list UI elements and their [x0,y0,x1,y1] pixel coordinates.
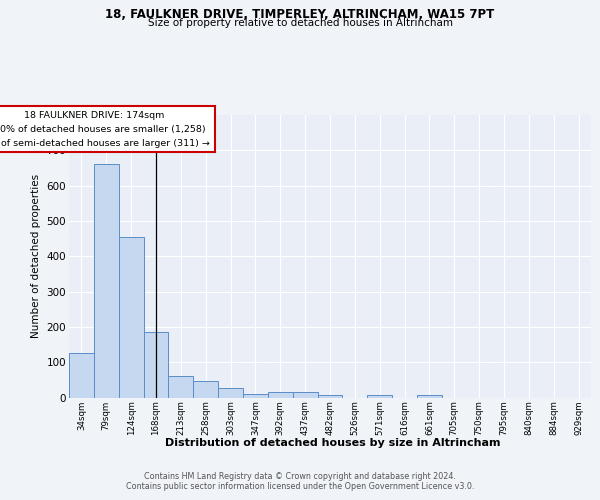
Bar [143,332,169,398]
Text: Size of property relative to detached houses in Altrincham: Size of property relative to detached ho… [148,18,452,28]
Bar [119,237,143,398]
Bar [417,394,442,398]
Bar [193,381,218,398]
Text: Distribution of detached houses by size in Altrincham: Distribution of detached houses by size … [165,438,501,448]
Text: Contains HM Land Registry data © Crown copyright and database right 2024.: Contains HM Land Registry data © Crown c… [144,472,456,481]
Bar [243,394,268,398]
Text: Contains public sector information licensed under the Open Government Licence v3: Contains public sector information licen… [126,482,474,491]
Bar [218,388,243,398]
Bar [293,392,317,398]
Text: 18, FAULKNER DRIVE, TIMPERLEY, ALTRINCHAM, WA15 7PT: 18, FAULKNER DRIVE, TIMPERLEY, ALTRINCHA… [106,8,494,20]
Bar [169,376,193,398]
Text: 18 FAULKNER DRIVE: 174sqm
← 80% of detached houses are smaller (1,258)
20% of se: 18 FAULKNER DRIVE: 174sqm ← 80% of detac… [0,110,210,148]
Y-axis label: Number of detached properties: Number of detached properties [31,174,41,338]
Bar [94,164,119,398]
Bar [69,354,94,398]
Bar [317,394,343,398]
Bar [367,394,392,398]
Bar [268,392,293,398]
